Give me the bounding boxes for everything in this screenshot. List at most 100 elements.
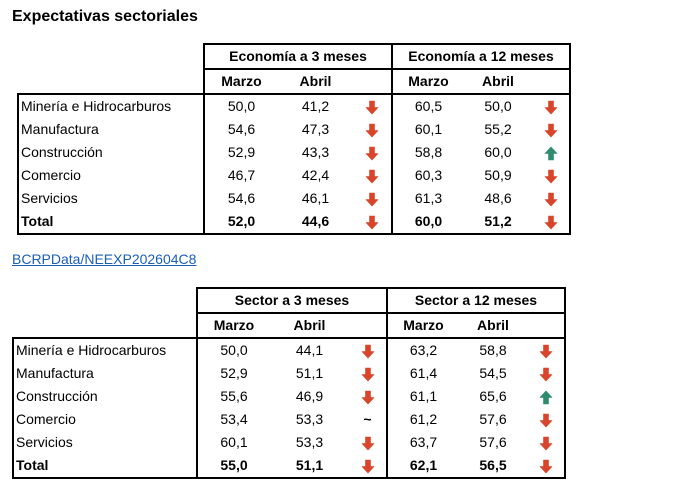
col-header-marzo: Marzo [196,313,270,339]
arrow-down-icon [365,146,379,161]
row-label: Manufactura [17,118,204,141]
trend-cell [527,408,566,431]
value-marzo-12m: 61,2 [409,411,438,427]
value-marzo-12m: 60,1 [414,121,443,137]
row-label: Construcción [12,385,197,408]
arrow-down-icon [539,413,552,428]
col-header-abril: Abril [270,313,349,339]
empty-cell [18,44,204,69]
arrow-down-icon [365,123,379,138]
table-row: Servicios 60,1 53,3 63,7 57,6 [12,431,566,454]
trend-cell [532,93,571,118]
trend-cell [353,164,393,187]
table-row: Comercio 46,7 42,4 60,3 50,9 [17,164,571,187]
trend-cell [532,164,571,187]
row-label: Servicios [17,187,204,210]
economia-table: Economía a 3 meses Economía a 12 meses Mar… [17,43,571,235]
total-row: Total 52,0 44,6 60,0 51,2 [17,210,571,235]
value-abril-3m: 51,1 [295,365,324,381]
arrow-down-icon [539,436,552,451]
value-abril-3m: 44,1 [270,337,349,362]
row-label: Total [17,210,204,235]
arrow-down-icon [365,215,379,230]
value-marzo-3m: 52,0 [203,210,278,235]
value-marzo-3m: 54,6 [203,118,278,141]
value-abril-12m: 50,9 [484,167,512,183]
value-marzo-12m: 63,7 [409,434,438,450]
page-title: Expectativas sectoriales [12,8,198,25]
value-abril-3m: 44,6 [278,210,353,235]
column-header-row: Marzo Abril Marzo Abril [13,313,566,339]
value-marzo-12m: 63,2 [387,337,459,362]
table-row: Minería e Hidrocarburos 50,0 44,1 63,2 58,8 [12,337,566,362]
arrow-down-icon [361,459,374,474]
value-abril-12m: 50,0 [464,93,532,118]
value-abril-12m: 57,6 [479,434,507,450]
value-abril-3m: 46,9 [295,388,324,404]
arrow-down-icon [539,344,552,359]
arrow-down-icon [365,169,379,184]
value-abril-12m: 56,5 [459,454,527,479]
col-header-trend [532,69,571,95]
value-marzo-3m: 55,0 [196,454,270,479]
row-label: Servicios [12,431,197,454]
col-header-marzo: Marzo [203,69,278,95]
col-header-abril: Abril [464,69,532,95]
table-row: Manufactura 54,6 47,3 60,1 55,2 [17,118,571,141]
value-marzo-3m: 50,0 [196,337,270,362]
trend-cell [349,454,388,479]
arrow-down-icon [361,344,374,359]
value-marzo-12m: 61,1 [409,388,438,404]
trend-cell: ~ [349,408,388,431]
row-label: Minería e Hidrocarburos [12,337,197,362]
value-abril-12m: 57,6 [479,411,507,427]
group-header-3m: Economía a 3 meses [203,43,393,70]
table-row: Manufactura 52,9 51,1 61,4 54,5 [12,362,566,385]
col-header-abril: Abril [459,313,527,339]
value-marzo-3m: 54,6 [203,187,278,210]
trend-cell [527,385,566,408]
table-row: Comercio 53,4 53,3 ~61,2 57,6 [12,408,566,431]
value-marzo-12m: 61,3 [414,190,443,206]
value-abril-3m: 42,4 [301,167,330,183]
trend-cell [353,118,393,141]
col-header-trend [353,69,393,95]
col-header-abril: Abril [278,69,353,95]
group-header-row: Economía a 3 meses Economía a 12 meses [18,43,571,70]
group-header-row: Sector a 3 meses Sector a 12 meses [13,287,566,314]
value-marzo-12m: 58,8 [414,144,443,160]
value-abril-12m: 51,2 [464,210,532,235]
value-marzo-3m: 50,0 [203,93,278,118]
row-label: Comercio [12,408,197,431]
row-label: Total [12,454,197,479]
col-header-marzo: Marzo [387,313,459,339]
value-marzo-12m: 61,4 [409,365,438,381]
bcrpdata-link[interactable]: BCRPData/NEEXP202604C8 [12,251,197,267]
arrow-down-icon [544,169,557,184]
trend-cell [353,93,393,118]
row-label: Minería e Hidrocarburos [17,93,204,118]
arrow-down-icon [361,367,374,382]
value-abril-12m: 58,8 [459,337,527,362]
arrow-down-icon [544,192,557,207]
trend-cell [349,337,388,362]
column-header-row: Marzo Abril Marzo Abril [18,69,571,95]
row-label: Manufactura [12,362,197,385]
trend-cell [353,141,393,164]
col-header-marzo: Marzo [392,69,464,95]
value-abril-3m: 47,3 [301,121,330,137]
arrow-up-icon [544,146,557,161]
table-row: Minería e Hidrocarburos 50,0 41,2 60,5 50,0 [17,93,571,118]
group-header-12m: Economía a 12 meses [391,43,571,70]
row-label: Construcción [17,141,204,164]
value-abril-3m: 46,1 [301,190,330,206]
trend-cell [353,187,393,210]
empty-cell [13,313,197,338]
trend-cell [349,362,388,385]
group-header-3m: Sector a 3 meses [196,287,388,314]
value-marzo-12m: 60,3 [414,167,443,183]
col-header-trend [349,313,388,339]
arrow-down-icon [539,367,552,382]
trend-cell [532,118,571,141]
arrow-down-icon [361,390,374,405]
